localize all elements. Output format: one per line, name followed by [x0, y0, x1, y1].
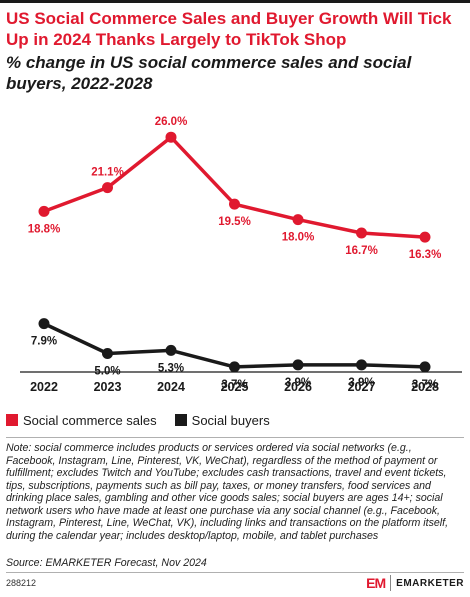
data-label-sales: 18.8% [28, 223, 61, 235]
legend-item-sales: Social commerce sales [6, 413, 157, 428]
data-label-sales: 16.3% [409, 249, 442, 261]
data-point-sales [102, 182, 113, 194]
legend-swatch-sales [6, 414, 18, 426]
series-line-buyers [43, 322, 426, 369]
data-label-buyers: 5.3% [158, 362, 184, 374]
data-label-buyers: 3.7% [221, 379, 247, 391]
x-tick-label: 2022 [30, 380, 58, 394]
data-label-sales: 16.7% [345, 245, 378, 257]
x-tick-label: 2028 [411, 380, 439, 394]
chart-subtitle: % change in US social commerce sales and… [6, 53, 412, 93]
data-point-sales [165, 131, 177, 143]
data-point-sales [38, 205, 50, 217]
data-point-sales [229, 198, 240, 210]
data-point-sales [356, 227, 367, 239]
data-point-buyers [356, 359, 367, 371]
data-label-buyers: 3.7% [412, 379, 438, 391]
data-point-buyers [38, 318, 50, 330]
data-label-sales: 18.0% [282, 232, 315, 244]
chart-legend: Social commerce sales Social buyers [6, 412, 288, 428]
data-point-buyers [292, 359, 304, 371]
data-point-sales [292, 214, 304, 226]
legend-label-buyers: Social buyers [191, 412, 270, 428]
data-point-sales [419, 231, 431, 243]
chart-id: 288212 [6, 578, 37, 588]
legend-item-buyers: Social buyers [174, 412, 270, 428]
x-tick-label: 2023 [94, 380, 122, 394]
data-point-buyers [229, 361, 240, 373]
x-tick-label: 2026 [284, 380, 312, 394]
data-label-buyers: 3.9% [348, 377, 374, 389]
data-label-sales: 19.5% [218, 216, 251, 228]
divider [6, 437, 464, 438]
brand-logo: EM EMARKETER [366, 575, 464, 591]
chart-note: Note: social commerce includes products … [6, 442, 449, 542]
x-tick-label: 2024 [157, 380, 185, 394]
brand-mark-icon: EM [366, 575, 392, 591]
divider [6, 572, 464, 573]
legend-label-sales: Social commerce sales [23, 412, 157, 428]
data-point-buyers [165, 344, 177, 356]
data-label-sales: 21.1% [91, 167, 124, 179]
data-point-buyers [419, 361, 431, 373]
data-point-buyers [102, 348, 113, 359]
top-rule [0, 0, 470, 3]
data-label-buyers: 5.0% [94, 366, 120, 378]
chart-source: Source: EMARKETER Forecast, Nov 2024 [6, 557, 207, 569]
x-tick-label: 2025 [221, 380, 249, 394]
line-chart: 18.8% 21.1% 26.0% 19.5% 18.0% 16.7% 16.3% 7.9% 5… [20, 116, 462, 394]
data-label-buyers: 3.9% [285, 377, 311, 389]
data-label-buyers: 7.9% [31, 336, 57, 348]
brand-name: EMARKETER [396, 577, 464, 589]
data-label-sales: 26.0% [155, 116, 188, 128]
x-tick-label: 2027 [348, 380, 376, 394]
chart-title: US Social Commerce Sales and Buyer Growt… [6, 9, 452, 49]
legend-swatch-buyers [174, 414, 187, 426]
